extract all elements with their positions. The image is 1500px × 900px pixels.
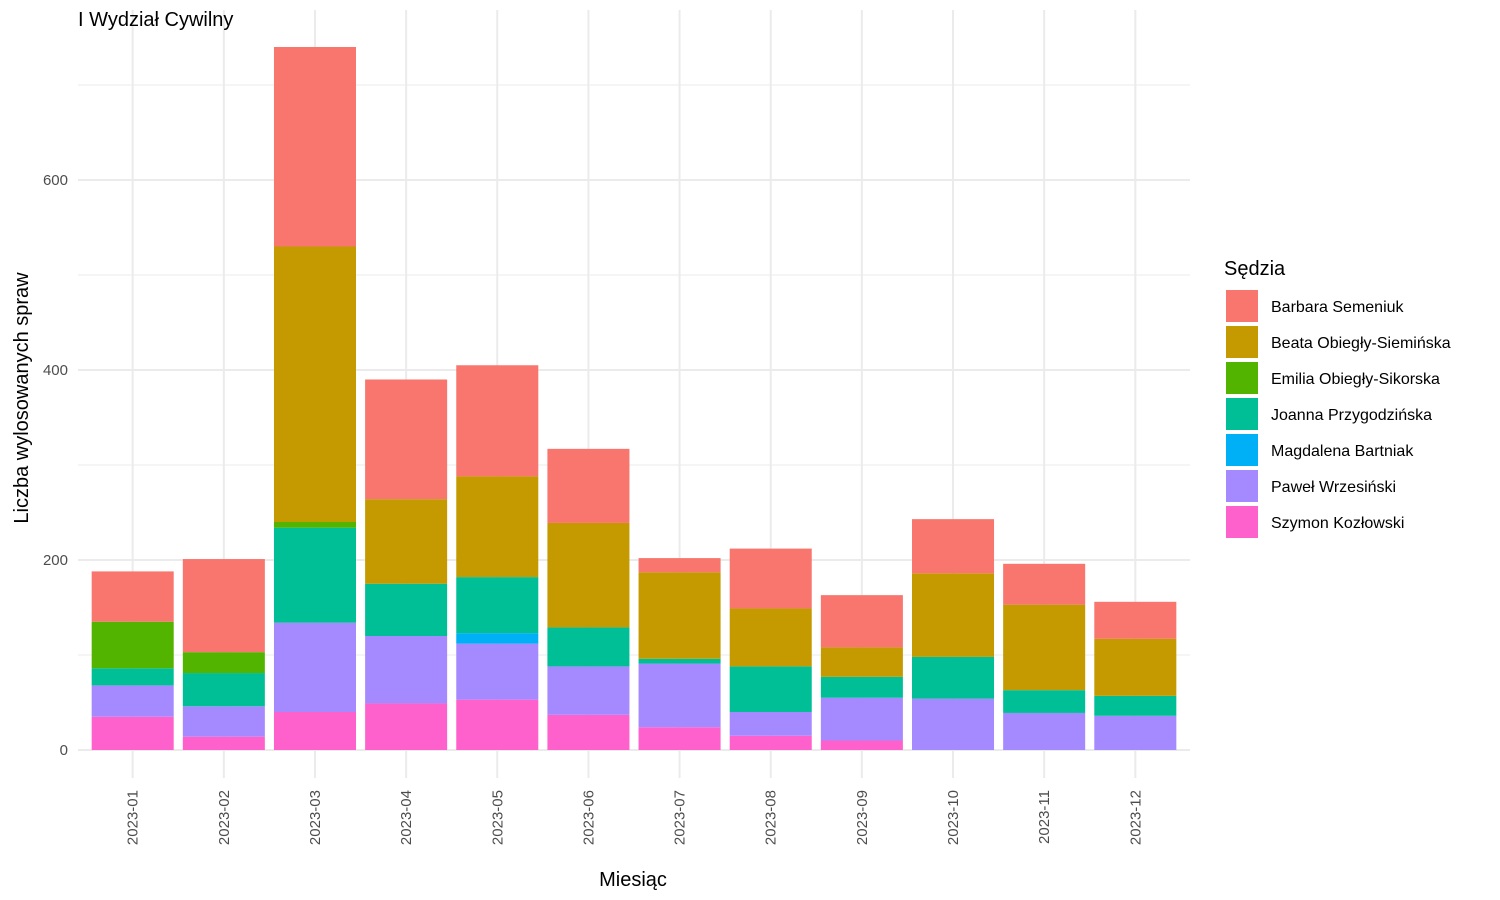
bar-segment [547,666,630,715]
bar-segment [547,522,630,628]
bar-segment [91,621,174,669]
bar-segment [273,47,356,247]
x-tick-label: 2023-03 [307,790,324,845]
bar-segment [456,633,539,644]
legend: Sędzia Barbara Semeniuk Beata Obiegły-Sie… [1224,258,1451,538]
x-tick-label: 2023-10 [945,790,962,845]
legend-label: Magdalena Bartniak [1271,443,1414,460]
bar-segment [912,698,995,750]
bar-segment [1003,563,1086,605]
y-axis-title: Liczba wylosowanych spraw [11,272,33,524]
bar-segment [91,685,174,717]
legend-label: Beata Obiegły-Siemińska [1271,335,1451,352]
bar-segment [456,365,539,477]
bar-segment [1094,715,1177,750]
y-tick-label: 400 [43,362,68,379]
bar-segment [273,622,356,712]
x-tick-label: 2023-06 [580,790,597,845]
bar-segment [273,527,356,623]
bar-segment [638,572,721,659]
bar-segment [273,246,356,522]
x-tick-label: 2023-05 [489,790,506,845]
bar-segment [912,519,995,574]
bar-segment [456,699,539,750]
bar-segment [182,706,265,737]
bar-segment [547,627,630,667]
bar-segment [182,559,265,653]
x-tick-label: 2023-08 [763,790,780,845]
bar-segment [912,573,995,657]
x-tick-label: 2023-02 [216,790,233,845]
bar-segment [638,727,721,750]
bar-segment [638,658,721,664]
bar-segment [456,643,539,700]
x-tick-label: 2023-11 [1036,790,1053,844]
legend-key [1226,290,1258,322]
bar-segment [365,583,448,636]
x-tick-label: 2023-07 [672,790,689,845]
bar-segment [820,740,903,750]
bar-segment [729,548,812,609]
bar-segment [820,647,903,677]
y-axis-ticks: 0 200 400 600 [43,172,68,759]
legend-title: Sędzia [1224,258,1286,280]
legend-key [1226,434,1258,466]
x-axis-ticks: 2023-01 2023-02 2023-03 2023-04 2023-05 2023-… [125,790,1145,845]
bar-segment [365,636,448,704]
legend-key [1226,470,1258,502]
legend-label: Barbara Semeniuk [1271,299,1405,316]
bar-segment [273,712,356,750]
legend-label: Paweł Wrzesiński [1271,479,1396,496]
bar-segment [820,595,903,648]
bar-segment [182,652,265,674]
bar-segment [638,663,721,728]
x-tick-label: 2023-01 [125,790,142,845]
chart-title: I Wydział Cywilny [78,9,233,31]
bar-segment [638,558,721,573]
x-tick-label: 2023-12 [1127,790,1144,845]
bar-segment [182,673,265,707]
legend-key [1226,398,1258,430]
x-axis-title: Miesiąc [599,869,667,891]
bar-segment [182,736,265,750]
bar-segment [820,697,903,741]
legend-key [1226,506,1258,538]
bar-segment [1003,604,1086,691]
bar-segment [1094,638,1177,696]
bar-segment [729,735,812,750]
bar-segment [729,608,812,667]
x-tick-label: 2023-04 [398,790,415,845]
legend-key [1226,326,1258,358]
legend-label: Szymon Kozłowski [1271,515,1404,532]
x-tick-label: 2023-09 [854,790,871,845]
legend-key [1226,362,1258,394]
bar-segment [91,668,174,686]
y-tick-label: 600 [43,172,68,189]
bar-segment [547,714,630,750]
bar-segment [91,571,174,622]
bar-segment [456,476,539,578]
bar-segment [365,499,448,584]
bar-segment [1094,695,1177,716]
bar-segment [273,522,356,528]
y-tick-label: 200 [43,552,68,569]
bar-segment [547,448,630,523]
bar-segment [365,379,448,500]
legend-label: Joanna Przygodzińska [1271,407,1432,424]
bar-segment [1094,601,1177,639]
bars [91,47,1177,750]
bar-segment [1003,712,1086,750]
bar-segment [365,703,448,750]
bar-segment [729,666,812,712]
bar-segment [91,716,174,750]
y-tick-label: 0 [60,742,68,759]
bar-segment [1003,690,1086,713]
legend-label: Emilia Obiegły-Sikorska [1271,371,1440,388]
bar-segment [820,676,903,698]
bar-segment [912,656,995,699]
bar-segment [456,577,539,634]
bar-segment [729,712,812,736]
